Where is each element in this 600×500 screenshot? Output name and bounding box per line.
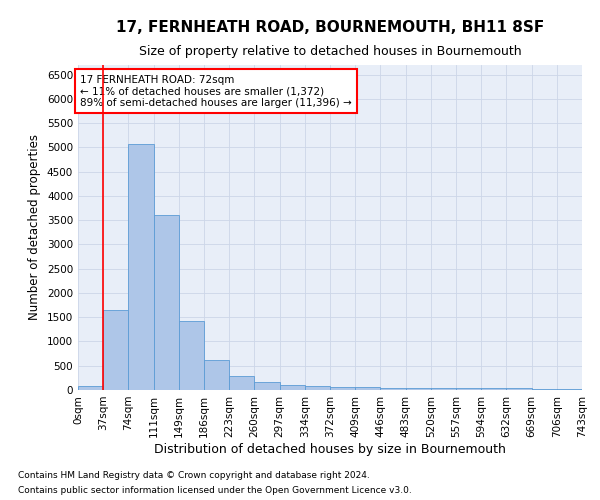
Text: 17 FERNHEATH ROAD: 72sqm
← 11% of detached houses are smaller (1,372)
89% of sem: 17 FERNHEATH ROAD: 72sqm ← 11% of detach… [80, 74, 352, 108]
Text: Size of property relative to detached houses in Bournemouth: Size of property relative to detached ho… [139, 45, 521, 58]
Bar [204, 360, 229, 390]
Bar [406, 388, 431, 390]
Bar [355, 388, 380, 390]
Bar [431, 388, 456, 390]
Text: Contains public sector information licensed under the Open Government Licence v3: Contains public sector information licen… [18, 486, 412, 495]
Text: 17, FERNHEATH ROAD, BOURNEMOUTH, BH11 8SF: 17, FERNHEATH ROAD, BOURNEMOUTH, BH11 8S… [116, 20, 544, 35]
Bar [254, 382, 280, 390]
Bar [456, 388, 481, 390]
Bar [280, 384, 305, 390]
Bar [229, 376, 254, 390]
Bar [330, 387, 355, 390]
Bar [506, 388, 532, 390]
Bar [179, 321, 204, 390]
Bar [305, 386, 330, 390]
Bar [380, 388, 406, 390]
Y-axis label: Number of detached properties: Number of detached properties [28, 134, 41, 320]
Bar [532, 388, 557, 390]
Bar [128, 144, 154, 390]
Bar [154, 216, 179, 390]
Bar [78, 386, 103, 390]
Bar [481, 388, 506, 390]
Text: Contains HM Land Registry data © Crown copyright and database right 2024.: Contains HM Land Registry data © Crown c… [18, 471, 370, 480]
Bar [103, 310, 128, 390]
X-axis label: Distribution of detached houses by size in Bournemouth: Distribution of detached houses by size … [154, 442, 506, 456]
Bar [557, 388, 582, 390]
